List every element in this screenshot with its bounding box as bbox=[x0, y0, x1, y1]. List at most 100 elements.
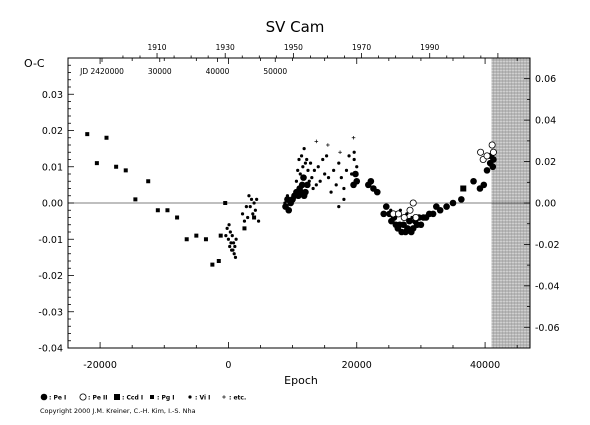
data-point bbox=[326, 143, 330, 147]
data-point bbox=[225, 226, 229, 230]
data-point bbox=[373, 188, 381, 196]
data-point bbox=[210, 262, 215, 267]
data-point bbox=[489, 163, 497, 171]
data-point bbox=[256, 219, 261, 223]
y-tick-label: -0.02 bbox=[38, 271, 63, 282]
data-point bbox=[285, 194, 290, 198]
data-point bbox=[246, 215, 250, 220]
series-filled-circle bbox=[282, 152, 497, 236]
data-point bbox=[382, 203, 390, 210]
legend-marker bbox=[40, 393, 48, 401]
data-point bbox=[252, 201, 256, 205]
data-point bbox=[252, 215, 257, 220]
year-tick-label: 1930 bbox=[216, 43, 235, 52]
plot-frame bbox=[67, 57, 531, 349]
data-point bbox=[218, 233, 223, 238]
data-point bbox=[297, 157, 301, 162]
data-point bbox=[400, 213, 408, 221]
y-tick-label: 0.01 bbox=[42, 162, 63, 173]
right-y-tick-label: 0.04 bbox=[535, 116, 556, 127]
data-point bbox=[342, 186, 346, 191]
data-point bbox=[231, 241, 236, 245]
data-point bbox=[203, 237, 208, 242]
data-point bbox=[344, 168, 349, 172]
data-point bbox=[308, 161, 313, 165]
data-point bbox=[242, 226, 247, 231]
data-point bbox=[489, 148, 497, 156]
legend-marker bbox=[222, 395, 226, 399]
y-tick-label: 0.02 bbox=[42, 126, 63, 137]
legend-label: : Pe II bbox=[88, 395, 108, 402]
legend: : Pe I: Pe II: Ccd I: Pg I: Vi I: etc. bbox=[40, 393, 246, 402]
data-point bbox=[314, 183, 318, 187]
data-point bbox=[417, 221, 425, 229]
x-tick-label: 0 bbox=[225, 360, 231, 371]
data-point bbox=[316, 165, 320, 169]
right-y-tick-label: -0.06 bbox=[535, 323, 560, 334]
data-point bbox=[226, 237, 231, 241]
data-point bbox=[312, 168, 316, 172]
x-tick-label: 20000 bbox=[342, 360, 372, 371]
jd-tick-label: 40000 bbox=[206, 67, 230, 76]
copyright-text: Copyright 2000 J.M. Kreiner, C.-H. Kim, … bbox=[40, 407, 196, 415]
data-point bbox=[229, 241, 233, 245]
year-tick-label: 1910 bbox=[147, 43, 166, 52]
data-point bbox=[353, 177, 361, 185]
data-point bbox=[393, 215, 397, 220]
tick-labels: -20000 0 20000 40000 0.03 0.02 0.01 0.00 -0.01 -0… bbox=[38, 43, 559, 371]
data-point bbox=[283, 201, 287, 205]
x-tick-label: 40000 bbox=[470, 360, 500, 371]
data-point bbox=[114, 164, 119, 169]
data-point bbox=[305, 157, 309, 162]
data-point bbox=[470, 177, 477, 185]
data-point bbox=[216, 259, 221, 263]
data-points bbox=[85, 132, 497, 267]
data-point bbox=[304, 181, 311, 189]
year-tick-label: 1970 bbox=[352, 43, 371, 52]
data-point bbox=[94, 161, 99, 166]
data-point bbox=[303, 161, 308, 165]
jd-tick-label: 30000 bbox=[148, 67, 172, 76]
data-point bbox=[367, 177, 375, 185]
data-point bbox=[352, 150, 356, 154]
data-point bbox=[240, 212, 245, 216]
data-point bbox=[351, 135, 356, 140]
data-point bbox=[146, 179, 151, 184]
data-point bbox=[436, 206, 444, 214]
data-point bbox=[242, 219, 247, 223]
data-point bbox=[318, 179, 322, 183]
data-point bbox=[253, 208, 257, 212]
data-point bbox=[155, 208, 160, 213]
y-axis-label: O-C bbox=[24, 57, 45, 70]
data-point bbox=[248, 205, 252, 209]
data-point bbox=[488, 141, 496, 149]
series-filled-square bbox=[460, 185, 467, 192]
data-point bbox=[332, 168, 336, 172]
data-point bbox=[406, 217, 413, 225]
series-open-circle bbox=[389, 141, 497, 221]
legend-label: : Ccd I bbox=[122, 395, 143, 402]
series-small-square bbox=[85, 132, 257, 267]
legend-label: : Pe I bbox=[49, 395, 66, 402]
right-y-tick-label: -0.04 bbox=[535, 281, 560, 292]
data-point bbox=[350, 172, 354, 176]
data-point bbox=[380, 210, 388, 218]
y-tick-label: -0.03 bbox=[38, 307, 63, 318]
data-point bbox=[329, 190, 333, 194]
data-point bbox=[285, 206, 293, 214]
legend-marker bbox=[79, 393, 87, 401]
data-point bbox=[231, 248, 235, 252]
data-point bbox=[224, 234, 228, 238]
data-point bbox=[301, 165, 305, 169]
y-tick-label: -0.04 bbox=[38, 344, 63, 355]
data-point bbox=[184, 237, 189, 242]
data-point bbox=[302, 147, 306, 151]
data-point bbox=[458, 196, 465, 203]
data-point bbox=[299, 154, 304, 158]
data-point bbox=[352, 170, 359, 178]
data-point bbox=[443, 203, 450, 210]
data-point bbox=[306, 168, 310, 172]
data-point bbox=[337, 205, 341, 209]
data-point bbox=[389, 208, 393, 212]
